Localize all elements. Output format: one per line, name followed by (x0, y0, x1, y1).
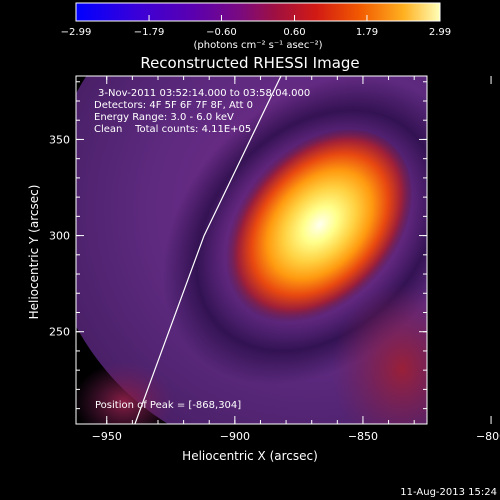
annotation-energy-range: Energy Range: 3.0 - 6.0 keV (94, 112, 234, 123)
x-tick-label: −950 (92, 430, 122, 443)
colorbar-tick-label: 1.79 (356, 27, 378, 38)
colorbar-unit-label: (photons cm⁻² s⁻¹ asec⁻²) (193, 40, 322, 51)
x-tick-label: −900 (220, 430, 250, 443)
colorbar-tick-label: −1.79 (134, 27, 165, 38)
colorbar-ticks: −2.99 −1.79 −0.60 0.60 1.79 2.99 (61, 15, 451, 38)
x-tick-label: −850 (348, 430, 378, 443)
colorbar-tick-label: −2.99 (61, 27, 92, 38)
colorbar-tick-label: 2.99 (429, 27, 451, 38)
annotation-clean-counts: Clean Total counts: 4.11E+05 (94, 124, 251, 135)
y-tick-label: 300 (49, 230, 70, 243)
footer-timestamp: 11-Aug-2013 15:24 (400, 487, 497, 498)
y-tick-label: 350 (49, 133, 70, 146)
colorbar-tick-label: −0.60 (206, 27, 237, 38)
solar-limb-line (134, 76, 282, 424)
annotation-time-range: 3-Nov-2011 03:52:14.000 to 03:58:04.000 (98, 88, 310, 99)
secondary-source-right (332, 284, 427, 424)
chart-title: Reconstructed RHESSI Image (140, 54, 359, 72)
annotation-peak-position: Position of Peak = [-868,304] (95, 400, 241, 411)
x-tick-label: −800 (476, 430, 500, 443)
annotation-detectors: Detectors: 4F 5F 6F 7F 8F, Att 0 (94, 100, 253, 111)
plot-frame (75, 75, 428, 425)
axis-ticks: −950 −900 −850 −800 250 300 350 (49, 76, 500, 443)
colorbar (75, 2, 441, 22)
y-tick-label: 250 (49, 326, 70, 339)
emission-core (222, 129, 412, 327)
x-axis-label: Heliocentric X (arcsec) (182, 449, 318, 463)
colorbar-tick-label: 0.60 (283, 27, 305, 38)
secondary-source-bottom-left (76, 362, 174, 424)
y-axis-label: Heliocentric Y (arcsec) (27, 185, 41, 320)
heatmap-image (76, 76, 427, 424)
